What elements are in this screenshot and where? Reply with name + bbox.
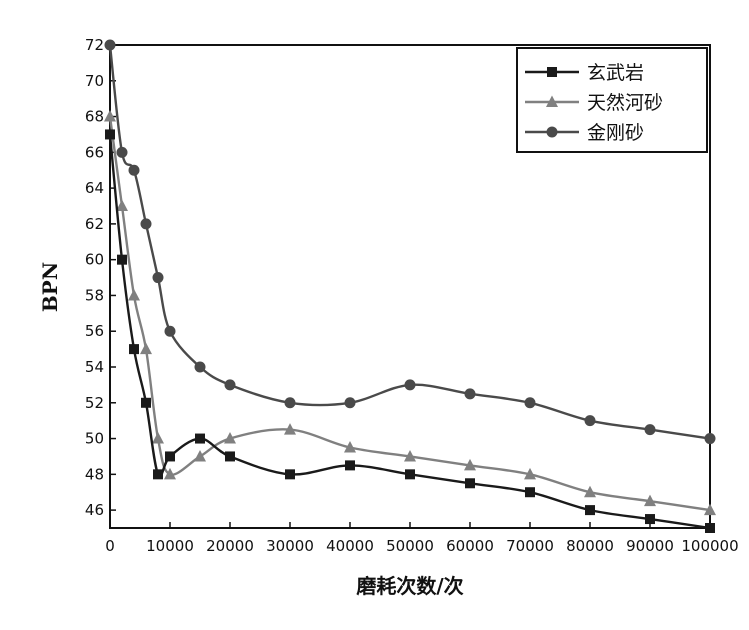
series-line	[108, 134, 711, 530]
x-tick-label: 20000	[206, 537, 254, 555]
data-point-square	[195, 433, 205, 444]
data-point-circle	[704, 433, 716, 445]
data-point-circle	[464, 388, 476, 400]
data-point-circle	[140, 218, 152, 230]
y-tick-label: 72	[85, 36, 104, 54]
x-tick-label: 80000	[566, 537, 614, 555]
x-tick-label: 0	[105, 537, 115, 555]
y-axis-ticks: 46 48 50 52 54 56 58 60 62 64 66 68 70 72	[85, 36, 116, 519]
data-point-square	[705, 523, 715, 533]
legend-item: 金刚砂	[525, 122, 644, 144]
x-tick-label: 100000	[681, 537, 738, 555]
data-point-circle	[164, 325, 176, 337]
legend-marker-square	[547, 67, 557, 77]
data-point-circle	[104, 39, 116, 51]
y-tick-label: 60	[85, 251, 104, 269]
y-tick-label: 66	[85, 143, 104, 161]
x-tick-label: 50000	[386, 537, 434, 555]
x-axis-ticks: 0 10000 20000 30000 40000 50000 60000 70000 8000…	[105, 522, 739, 555]
data-point-triangle	[704, 503, 716, 516]
data-point-circle	[584, 415, 596, 427]
legend-item: 天然河砂	[525, 92, 663, 114]
x-axis-title: 磨耗次数/次	[356, 574, 463, 598]
x-tick-label: 30000	[266, 537, 314, 555]
series-triangle	[104, 110, 716, 516]
data-point-triangle	[344, 441, 356, 453]
data-point-triangle	[284, 423, 296, 435]
y-tick-label: 58	[85, 286, 104, 304]
x-tick-label: 40000	[326, 537, 374, 555]
data-point-square	[225, 451, 235, 462]
data-point-square	[153, 469, 163, 480]
data-point-square	[105, 129, 115, 140]
legend-label: 金刚砂	[587, 122, 644, 144]
y-tick-label: 56	[85, 322, 104, 340]
data-point-circle	[344, 397, 356, 409]
series-layer	[104, 39, 716, 533]
data-point-triangle	[152, 432, 164, 444]
data-point-triangle	[224, 432, 236, 444]
y-tick-label: 50	[85, 430, 104, 448]
data-point-circle	[128, 164, 140, 176]
y-tick-label: 64	[85, 179, 104, 197]
data-point-square	[129, 344, 139, 355]
data-point-triangle	[128, 288, 140, 301]
x-tick-label: 60000	[446, 537, 494, 555]
y-tick-label: 70	[85, 72, 104, 90]
legend-label: 天然河砂	[587, 92, 663, 114]
data-point-square	[285, 469, 295, 480]
data-point-circle	[404, 379, 416, 391]
data-point-circle	[152, 272, 164, 284]
legend-marker-circle	[546, 126, 558, 138]
data-point-triangle	[404, 449, 416, 462]
y-tick-label: 54	[85, 358, 104, 376]
x-tick-label: 90000	[626, 537, 674, 555]
data-point-triangle	[584, 485, 596, 498]
y-tick-label: 52	[85, 394, 104, 412]
data-point-triangle	[104, 110, 116, 122]
data-point-square	[465, 478, 475, 489]
data-point-triangle	[644, 494, 656, 507]
data-point-square	[345, 460, 355, 471]
data-point-triangle	[194, 449, 206, 462]
y-tick-label: 62	[85, 215, 104, 233]
data-point-square	[405, 469, 415, 480]
data-point-square	[141, 397, 151, 408]
data-point-square	[525, 487, 535, 498]
data-point-triangle	[116, 199, 128, 211]
y-tick-label: 46	[85, 501, 104, 519]
data-point-triangle	[164, 467, 176, 480]
data-point-circle	[224, 379, 236, 391]
data-point-circle	[116, 146, 128, 158]
series-square	[105, 129, 715, 533]
data-point-square	[585, 505, 595, 516]
data-point-circle	[644, 424, 656, 436]
legend-marker-triangle	[546, 95, 558, 107]
x-tick-label: 70000	[506, 537, 554, 555]
y-tick-label: 68	[85, 108, 104, 126]
data-point-square	[165, 451, 175, 462]
series-line	[108, 116, 711, 512]
data-point-triangle	[524, 467, 536, 480]
legend-item: 玄武岩	[525, 62, 644, 84]
data-point-circle	[194, 361, 206, 373]
data-point-triangle	[464, 458, 476, 471]
data-point-square	[117, 254, 127, 265]
legend-label: 玄武岩	[587, 62, 644, 84]
data-point-circle	[284, 397, 296, 409]
data-point-square	[645, 514, 655, 525]
series-circle	[104, 39, 716, 445]
data-point-triangle	[140, 342, 152, 355]
x-tick-label: 10000	[146, 537, 194, 555]
data-point-circle	[524, 397, 536, 409]
series-line	[108, 44, 711, 440]
y-axis-title: BPN	[38, 262, 62, 312]
y-tick-label: 48	[85, 465, 104, 483]
